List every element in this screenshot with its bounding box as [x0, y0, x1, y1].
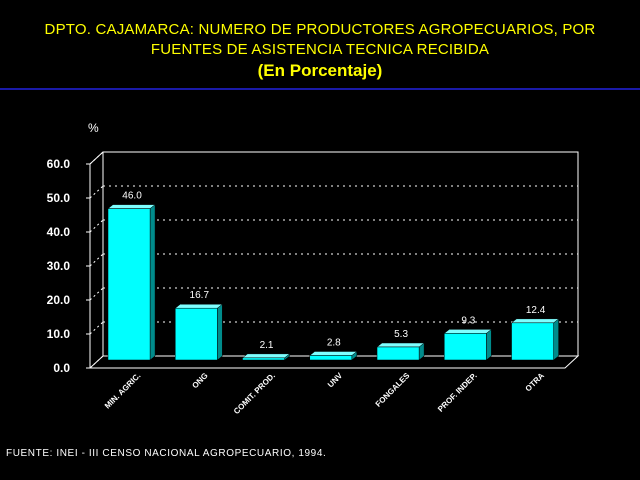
- x-tick-label: FONGALES: [374, 371, 412, 409]
- x-tick-label: PROF. INDEP.: [436, 371, 479, 414]
- x-tick-label: ONG: [190, 371, 209, 390]
- data-label: 2.8: [327, 337, 341, 348]
- data-label: 5.3: [394, 329, 408, 340]
- y-tick-label: 40.0: [47, 225, 71, 239]
- bar-side: [553, 318, 559, 361]
- bar: [242, 357, 285, 361]
- x-tick-label: MIN. AGRIC.: [103, 371, 142, 410]
- bar-side: [149, 204, 156, 361]
- gridline-diagonal-3: [89, 253, 104, 267]
- title-line-2: FUENTES DE ASISTENCIA TECNICA RECIBIDA: [150, 41, 490, 58]
- data-label: 46.0: [122, 191, 142, 202]
- bar-top: [309, 351, 358, 356]
- data-label: 9.3: [461, 315, 475, 326]
- bar: [444, 333, 487, 361]
- y-axis-ticks: 0.0 10.0 20.0 30.0 40.0 50.0 60.0: [47, 157, 90, 375]
- chart-title: DPTO. CAJAMARCA: NUMERO DE PRODUCTORES A…: [0, 20, 640, 82]
- x-tick-label: COMIT. PROD.: [232, 371, 277, 416]
- bar: [511, 322, 554, 361]
- y-tick-label: 30.0: [47, 259, 71, 273]
- bar: [175, 307, 218, 361]
- bar-top: [241, 353, 291, 359]
- gridline-diagonal-5: [89, 185, 104, 199]
- y-tick-label: 0.0: [53, 361, 70, 375]
- title-divider: [0, 88, 640, 90]
- gridline-diagonal-1: [89, 321, 104, 335]
- data-label: 12.4: [526, 305, 546, 316]
- gridline-diagonal-4: [89, 219, 104, 233]
- data-labels: 46.0 16.7 2.1 2.8 5.3 9.3 12.4: [122, 191, 545, 351]
- x-axis-ticks: MIN. AGRIC. ONG COMIT. PROD. UNV FONGALES PRO…: [103, 371, 546, 416]
- bar: [309, 355, 353, 361]
- x-tick-label: OTRA: [524, 371, 547, 394]
- title-line-1: DPTO. CAJAMARCA: NUMERO DE PRODUCTORES A…: [44, 21, 596, 38]
- bar: [376, 346, 420, 361]
- bar-top: [174, 303, 224, 309]
- bar: [107, 208, 151, 361]
- source-note: FUENTE: INEI - III CENSO NACIONAL AGROPE…: [6, 448, 327, 459]
- y-tick-label: 10.0: [47, 327, 71, 341]
- grid-lines: [89, 151, 578, 369]
- chart-subtitle: (En Porcentaje): [257, 61, 383, 80]
- data-label: 16.7: [190, 290, 210, 301]
- gridline-diagonal-2: [89, 287, 104, 301]
- chart-frame: [88, 151, 580, 369]
- bar-top: [510, 318, 560, 324]
- frame-top-edge: [89, 151, 104, 165]
- y-axis-unit: %: [88, 121, 99, 135]
- bar-top: [376, 342, 425, 348]
- data-label: 2.1: [260, 340, 274, 351]
- bar-top: [107, 204, 156, 209]
- x-tick-label: UNV: [326, 371, 345, 390]
- bar-top: [443, 329, 493, 334]
- y-tick-label: 20.0: [47, 293, 71, 307]
- bars: [107, 204, 560, 361]
- bar-side: [486, 328, 492, 361]
- y-tick-label: 60.0: [47, 157, 71, 171]
- y-tick-label: 50.0: [47, 191, 71, 205]
- bar-side: [217, 303, 223, 361]
